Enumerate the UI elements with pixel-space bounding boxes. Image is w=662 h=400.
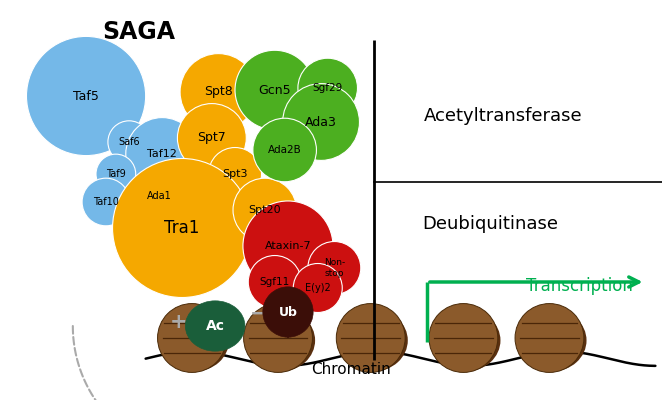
Text: Non-
stop: Non- stop bbox=[324, 258, 345, 278]
Text: E(y)2: E(y)2 bbox=[305, 283, 330, 293]
Ellipse shape bbox=[518, 310, 587, 371]
Ellipse shape bbox=[339, 310, 408, 371]
Ellipse shape bbox=[233, 178, 297, 242]
Ellipse shape bbox=[244, 304, 312, 372]
Ellipse shape bbox=[243, 201, 333, 291]
Text: Taf9: Taf9 bbox=[106, 169, 126, 179]
Text: Transcription: Transcription bbox=[526, 277, 633, 295]
Text: Ada2B: Ada2B bbox=[268, 145, 301, 155]
Ellipse shape bbox=[298, 58, 357, 118]
Text: Sgf29: Sgf29 bbox=[312, 83, 343, 93]
Ellipse shape bbox=[432, 310, 500, 371]
Text: Gcn5: Gcn5 bbox=[258, 84, 291, 96]
Text: Chromatin: Chromatin bbox=[311, 362, 391, 378]
Text: Ada1: Ada1 bbox=[146, 191, 171, 201]
Ellipse shape bbox=[158, 304, 226, 372]
Text: Spt8: Spt8 bbox=[204, 86, 233, 98]
Ellipse shape bbox=[185, 301, 245, 351]
Text: Taf10: Taf10 bbox=[93, 197, 119, 207]
Ellipse shape bbox=[126, 118, 199, 190]
Ellipse shape bbox=[113, 158, 252, 298]
Text: Taf5: Taf5 bbox=[73, 90, 99, 102]
Text: Taf12: Taf12 bbox=[147, 149, 177, 159]
Text: Deubiquitinase: Deubiquitinase bbox=[422, 215, 558, 233]
Ellipse shape bbox=[283, 84, 359, 160]
Ellipse shape bbox=[248, 256, 301, 308]
Ellipse shape bbox=[177, 104, 246, 172]
Ellipse shape bbox=[336, 304, 405, 372]
Text: Acetyltransferase: Acetyltransferase bbox=[424, 107, 583, 125]
Ellipse shape bbox=[160, 310, 229, 371]
Ellipse shape bbox=[108, 121, 150, 163]
Ellipse shape bbox=[263, 287, 313, 337]
Ellipse shape bbox=[26, 36, 146, 156]
Text: SAGA: SAGA bbox=[103, 20, 175, 44]
Text: Ada3: Ada3 bbox=[305, 116, 337, 128]
Text: Sgf11: Sgf11 bbox=[260, 277, 290, 287]
Ellipse shape bbox=[96, 154, 136, 194]
Ellipse shape bbox=[246, 310, 315, 371]
Text: Tra1: Tra1 bbox=[164, 219, 200, 237]
Ellipse shape bbox=[209, 148, 261, 200]
Text: Ub: Ub bbox=[279, 306, 297, 318]
Ellipse shape bbox=[134, 171, 184, 221]
Ellipse shape bbox=[235, 50, 314, 130]
Text: Ac: Ac bbox=[206, 319, 224, 333]
Ellipse shape bbox=[429, 304, 498, 372]
Ellipse shape bbox=[253, 118, 316, 182]
Text: Ataxin-7: Ataxin-7 bbox=[265, 241, 311, 251]
Text: Spt20: Spt20 bbox=[248, 205, 281, 215]
Text: Spt3: Spt3 bbox=[222, 169, 248, 179]
Ellipse shape bbox=[180, 54, 257, 130]
Text: +: + bbox=[170, 312, 187, 332]
Ellipse shape bbox=[82, 178, 130, 226]
Ellipse shape bbox=[515, 304, 584, 372]
Ellipse shape bbox=[293, 264, 342, 312]
Ellipse shape bbox=[308, 242, 361, 294]
Text: −: − bbox=[250, 304, 267, 324]
Text: Spt7: Spt7 bbox=[197, 132, 226, 144]
Text: Saf6: Saf6 bbox=[118, 137, 140, 147]
